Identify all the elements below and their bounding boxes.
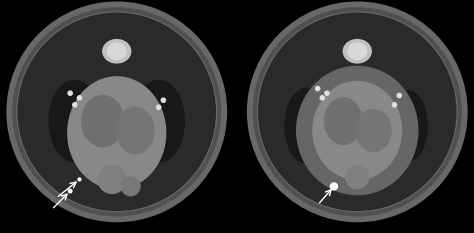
Ellipse shape	[348, 43, 366, 59]
Ellipse shape	[68, 77, 166, 189]
Ellipse shape	[9, 5, 224, 219]
Ellipse shape	[325, 98, 362, 144]
Ellipse shape	[390, 91, 427, 161]
Ellipse shape	[82, 96, 124, 147]
Ellipse shape	[161, 98, 165, 102]
Ellipse shape	[356, 110, 391, 151]
Ellipse shape	[313, 82, 401, 179]
Ellipse shape	[343, 40, 371, 63]
Ellipse shape	[325, 91, 329, 95]
Ellipse shape	[68, 91, 72, 95]
Ellipse shape	[285, 89, 327, 163]
Ellipse shape	[103, 40, 131, 63]
Ellipse shape	[320, 96, 324, 100]
Ellipse shape	[392, 103, 397, 107]
Ellipse shape	[98, 165, 126, 193]
Ellipse shape	[331, 184, 337, 189]
Ellipse shape	[316, 86, 320, 91]
Ellipse shape	[133, 80, 184, 162]
Ellipse shape	[121, 177, 140, 196]
Ellipse shape	[73, 103, 77, 107]
Ellipse shape	[108, 43, 126, 59]
Ellipse shape	[397, 93, 401, 98]
Ellipse shape	[78, 178, 81, 181]
Ellipse shape	[18, 13, 216, 211]
Ellipse shape	[117, 107, 154, 154]
Ellipse shape	[68, 189, 72, 193]
Ellipse shape	[250, 5, 465, 219]
Ellipse shape	[346, 165, 369, 189]
Ellipse shape	[77, 96, 82, 100]
Ellipse shape	[297, 66, 418, 195]
Ellipse shape	[49, 80, 100, 162]
Ellipse shape	[156, 105, 161, 109]
Ellipse shape	[258, 13, 456, 211]
